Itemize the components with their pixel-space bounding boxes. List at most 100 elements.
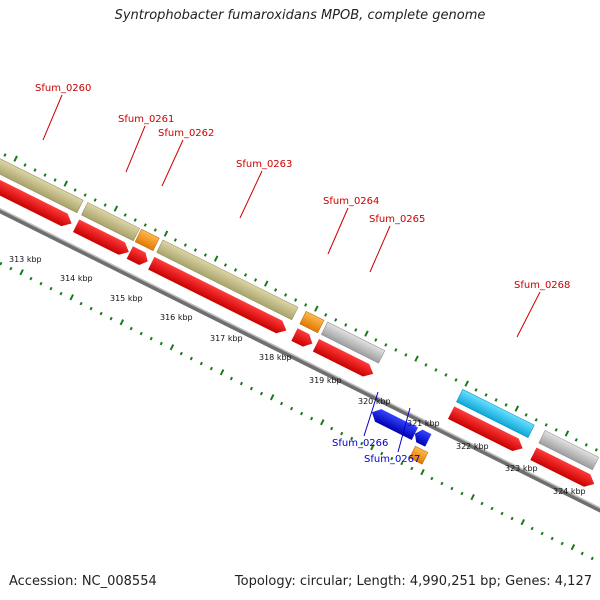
minor-tick bbox=[524, 413, 528, 417]
track-frame bbox=[0, 143, 600, 561]
gene-block-sfum-0264[interactable] bbox=[299, 310, 325, 334]
minor-tick bbox=[89, 306, 93, 311]
minor-tick bbox=[243, 273, 248, 277]
genome-backbone bbox=[0, 179, 600, 523]
minor-tick bbox=[284, 293, 288, 297]
minor-tick bbox=[259, 391, 264, 396]
minor-tick bbox=[584, 443, 588, 447]
kbp-label-316: 316 kbp bbox=[160, 313, 193, 322]
minor-tick bbox=[344, 323, 348, 327]
gene-block-sfum-0265[interactable] bbox=[320, 321, 386, 364]
minor-tick bbox=[500, 511, 504, 516]
minor-tick bbox=[394, 348, 398, 352]
minor-tick bbox=[233, 268, 238, 272]
minor-tick bbox=[183, 243, 187, 247]
gene-block-next[interactable] bbox=[538, 430, 600, 471]
minor-tick bbox=[143, 223, 147, 227]
minor-tick bbox=[594, 448, 598, 452]
minor-tick bbox=[279, 401, 284, 406]
gene-block-sfum-0261[interactable] bbox=[81, 202, 140, 242]
minor-tick bbox=[0, 261, 3, 266]
gene-label-sfum-0267[interactable]: Sfum_0267 bbox=[364, 454, 420, 465]
footer-accession: Accession: NC_008554 bbox=[9, 574, 157, 589]
minor-tick bbox=[179, 351, 183, 356]
cds-arrow-0263[interactable] bbox=[148, 256, 289, 337]
minor-tick bbox=[490, 506, 494, 511]
gene-label-sfum-0266[interactable]: Sfum_0266 bbox=[332, 438, 388, 449]
gene-block-sfum-0262[interactable] bbox=[134, 228, 160, 251]
minor-tick bbox=[310, 416, 314, 421]
major-tick bbox=[414, 355, 419, 362]
major-tick bbox=[119, 319, 125, 326]
gene-label-sfum-0263[interactable]: Sfum_0263 bbox=[236, 159, 292, 170]
minor-tick bbox=[289, 406, 294, 411]
cds-arrow-0265[interactable] bbox=[312, 339, 377, 380]
minor-tick bbox=[450, 486, 454, 491]
gene-label-sfum-0262[interactable]: Sfum_0262 bbox=[158, 128, 214, 139]
gene-label-sfum-0264[interactable]: Sfum_0264 bbox=[323, 196, 379, 207]
callout-lines bbox=[42, 94, 541, 453]
cds-arrow-0260[interactable] bbox=[0, 160, 75, 230]
major-tick bbox=[169, 344, 175, 351]
cds-arrow-next[interactable] bbox=[530, 447, 597, 490]
minor-tick bbox=[304, 303, 308, 307]
kbp-scale: 313 kbp 314 kbp 315 kbp 316 kbp 317 kbp … bbox=[9, 255, 586, 496]
major-tick bbox=[570, 544, 576, 551]
minor-tick bbox=[300, 411, 304, 416]
minor-tick bbox=[340, 431, 344, 436]
minor-tick bbox=[99, 311, 103, 316]
kbp-label-324: 324 kbp bbox=[553, 487, 586, 496]
gene-block-sfum-0267[interactable] bbox=[409, 445, 429, 465]
minor-tick bbox=[504, 403, 508, 407]
minor-tick bbox=[534, 418, 538, 422]
minor-tick bbox=[440, 481, 444, 486]
minor-tick bbox=[354, 328, 358, 332]
minor-tick bbox=[400, 461, 404, 466]
gene-block-sfum-0268[interactable] bbox=[456, 389, 535, 438]
minor-tick bbox=[23, 163, 27, 167]
gene-label-sfum-0265[interactable]: Sfum_0265 bbox=[369, 214, 425, 225]
major-tick bbox=[420, 469, 425, 476]
minor-tick bbox=[49, 286, 53, 291]
minor-tick bbox=[390, 456, 394, 461]
minor-tick bbox=[590, 556, 594, 561]
gene-label-sfum-0260[interactable]: Sfum_0260 bbox=[35, 83, 91, 94]
minor-tick bbox=[540, 531, 544, 536]
minor-tick bbox=[334, 318, 338, 322]
cds-arrow-0261[interactable] bbox=[72, 219, 132, 258]
minor-tick bbox=[574, 438, 578, 442]
minor-tick bbox=[380, 451, 384, 456]
minor-tick bbox=[384, 343, 388, 347]
major-tick bbox=[314, 305, 319, 312]
minor-tick bbox=[330, 426, 334, 431]
minor-tick bbox=[494, 398, 498, 402]
cds-arrow-0268[interactable] bbox=[447, 406, 526, 454]
major-tick bbox=[63, 180, 69, 187]
minor-tick bbox=[274, 288, 278, 292]
inner-tick-ring bbox=[0, 261, 594, 561]
minor-tick bbox=[133, 218, 137, 222]
minor-tick bbox=[73, 188, 77, 192]
kbp-label-314: 314 kbp bbox=[60, 274, 93, 283]
major-tick bbox=[464, 380, 469, 387]
major-tick bbox=[364, 330, 369, 337]
gene-block-sfum-0266[interactable] bbox=[369, 406, 419, 440]
minor-tick bbox=[324, 313, 328, 317]
minor-tick bbox=[39, 281, 43, 286]
major-tick bbox=[113, 205, 119, 212]
minor-tick bbox=[29, 276, 33, 281]
gene-block-sfum-0267-blue[interactable] bbox=[412, 427, 432, 447]
cds-arrow-0262[interactable] bbox=[126, 246, 151, 267]
minor-tick bbox=[544, 423, 548, 427]
minor-tick bbox=[139, 331, 143, 336]
minor-tick bbox=[109, 316, 113, 321]
gene-label-sfum-0261[interactable]: Sfum_0261 bbox=[118, 114, 174, 125]
gene-label-sfum-0268[interactable]: Sfum_0268 bbox=[514, 280, 570, 291]
gene-block-sfum-0263[interactable] bbox=[156, 239, 299, 321]
cds-arrow-0264[interactable] bbox=[291, 328, 315, 349]
minor-tick bbox=[199, 361, 203, 366]
minor-tick bbox=[3, 153, 7, 157]
gene-block-sfum-0260[interactable] bbox=[0, 143, 84, 214]
gene-labels: Sfum_0260 Sfum_0261 Sfum_0262 Sfum_0263 … bbox=[35, 83, 570, 465]
